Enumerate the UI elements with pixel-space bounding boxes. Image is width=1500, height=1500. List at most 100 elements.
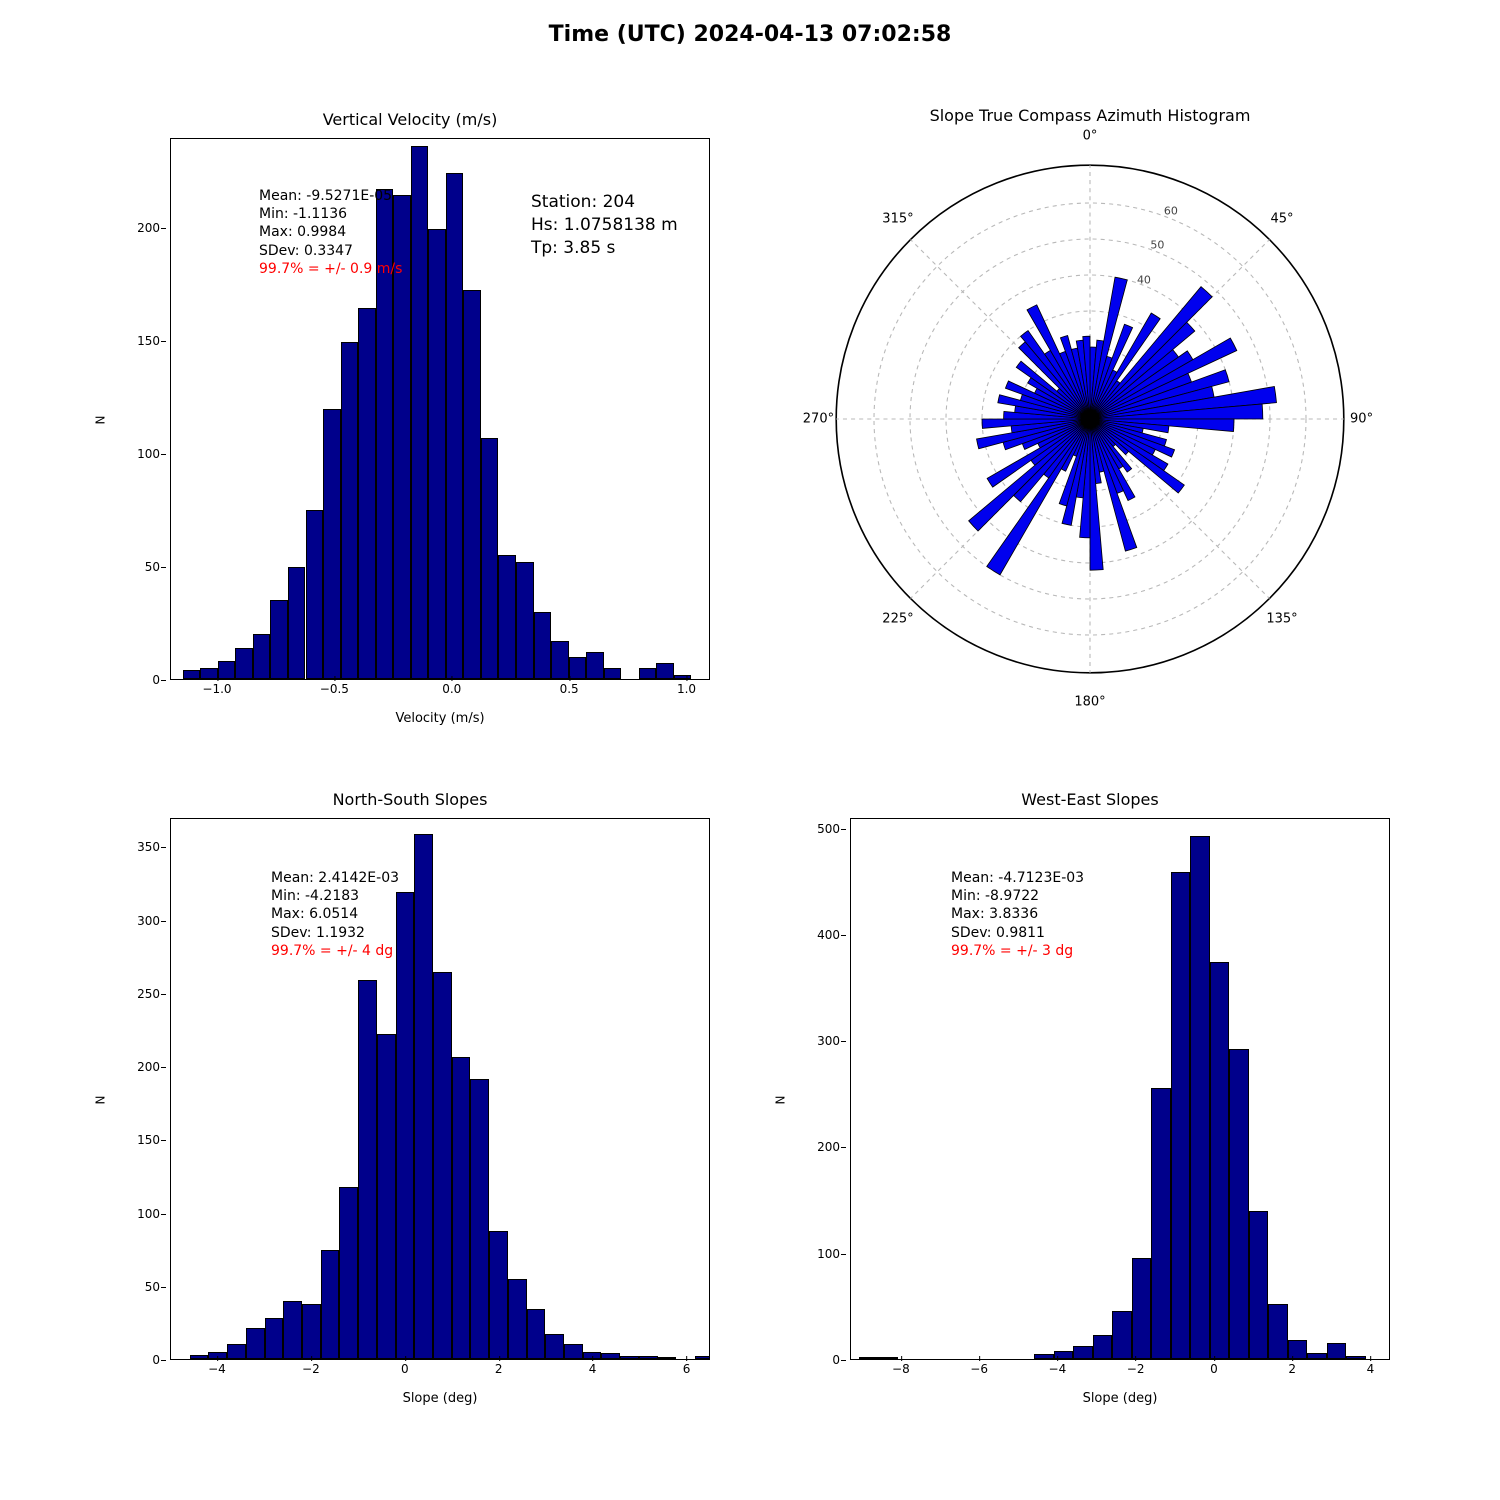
histogram-bar xyxy=(1346,1356,1365,1359)
histogram-bar xyxy=(323,409,341,679)
panel-polar-azimuth: Slope True Compass Azimuth Histogram 0°4… xyxy=(780,110,1400,730)
histogram-bar xyxy=(1229,1049,1248,1359)
histogram-bar xyxy=(564,1344,583,1359)
histogram-bar xyxy=(658,1357,677,1359)
panel-title: North-South Slopes xyxy=(100,790,720,809)
histogram-bar xyxy=(306,510,324,679)
histogram-bar xyxy=(218,661,236,679)
histogram-bar xyxy=(396,892,415,1359)
x-tick-label: −6 xyxy=(970,1362,988,1376)
polar-angle-label: 315° xyxy=(882,212,913,227)
x-tick-label: −0.5 xyxy=(320,682,349,696)
x-ticks: −4−20246 xyxy=(170,1362,710,1382)
histogram-bar xyxy=(534,612,552,680)
x-tick-label: 4 xyxy=(589,1362,597,1376)
x-axis-label: Slope (deg) xyxy=(170,1391,710,1406)
x-tick-label: 0 xyxy=(1210,1362,1218,1376)
histogram-bar xyxy=(235,648,253,680)
y-tick-label: 300 xyxy=(780,1034,840,1048)
x-tick-label: 1.0 xyxy=(677,682,696,696)
x-tick-label: 2 xyxy=(495,1362,503,1376)
y-tick-label: 250 xyxy=(100,987,160,1001)
panel-grid: Vertical Velocity (m/s) N 050100150200 M… xyxy=(100,110,1400,1410)
histogram-bar xyxy=(288,567,306,680)
histogram-bar xyxy=(586,652,604,679)
stats-text: Mean: -4.7123E-03Min: -8.9722Max: 3.8336… xyxy=(951,869,1084,960)
histogram-bar xyxy=(508,1279,527,1359)
y-ticks: 0100200300400500 xyxy=(780,818,846,1360)
panel-title: Slope True Compass Azimuth Histogram xyxy=(780,106,1400,125)
y-tick-label: 0 xyxy=(100,1353,160,1367)
y-tick-label: 50 xyxy=(100,560,160,574)
y-tick-label: 200 xyxy=(780,1140,840,1154)
y-tick-label: 100 xyxy=(100,447,160,461)
polar-angle-label: 225° xyxy=(882,611,913,626)
x-tick-label: 0 xyxy=(401,1362,409,1376)
x-tick-label: −2 xyxy=(1127,1362,1145,1376)
histogram-bar xyxy=(656,663,674,679)
histogram-bar xyxy=(639,1356,658,1359)
y-tick-label: 0 xyxy=(100,673,160,687)
histogram-bar xyxy=(190,1355,209,1359)
histogram-bar xyxy=(516,562,534,679)
panel-vertical-velocity: Vertical Velocity (m/s) N 050100150200 M… xyxy=(100,110,720,730)
histogram-bar xyxy=(183,670,201,679)
panel-title: Vertical Velocity (m/s) xyxy=(100,110,720,129)
histogram-bar xyxy=(859,1357,878,1359)
histogram-bar xyxy=(1210,962,1229,1359)
histogram-bar xyxy=(463,290,481,679)
stats-text: Mean: -9.5271E-05Min: -1.1136Max: 0.9984… xyxy=(259,187,402,278)
x-tick-label: −4 xyxy=(208,1362,226,1376)
y-tick-label: 150 xyxy=(100,334,160,348)
histogram-bar xyxy=(551,641,569,679)
histogram-bar xyxy=(1093,1335,1112,1359)
y-tick-label: 500 xyxy=(780,822,840,836)
y-tick-label: 150 xyxy=(100,1133,160,1147)
histogram-bars xyxy=(171,819,709,1359)
x-tick-label: 2 xyxy=(1288,1362,1296,1376)
histogram-bar xyxy=(1307,1353,1326,1359)
x-axis-label: Slope (deg) xyxy=(850,1391,1390,1406)
histogram-bar xyxy=(321,1250,340,1359)
panel-we-slopes: West-East Slopes N 0100200300400500 Mean… xyxy=(780,790,1400,1410)
histogram-bar xyxy=(358,980,377,1359)
polar-plot-area: 0°45°90°135°180°225°270°315°405060 xyxy=(820,138,1360,700)
histogram-bar xyxy=(1190,836,1209,1359)
histogram-bar xyxy=(1327,1343,1346,1359)
polar-rtick-label: 40 xyxy=(1137,274,1151,287)
histogram-bar xyxy=(1249,1211,1268,1359)
histogram-bar xyxy=(270,600,288,679)
histogram-bar xyxy=(674,675,692,680)
y-tick-label: 350 xyxy=(100,840,160,854)
histogram-bar xyxy=(227,1344,246,1359)
histogram-bar xyxy=(433,972,452,1359)
x-ticks: −8−6−4−2024 xyxy=(850,1362,1390,1382)
histogram-bar xyxy=(253,634,271,679)
histogram-bar xyxy=(341,342,359,680)
histogram-bar xyxy=(878,1357,897,1359)
x-ticks: −1.0−0.50.00.51.0 xyxy=(170,682,710,702)
station-info: Station: 204Hs: 1.0758138 mTp: 3.85 s xyxy=(531,191,678,260)
histogram-bar xyxy=(604,668,622,679)
histogram-bar xyxy=(1073,1346,1092,1359)
polar-angle-label: 135° xyxy=(1266,611,1297,626)
histogram-bar xyxy=(358,308,376,679)
histogram-bar xyxy=(302,1304,321,1359)
histogram-bar xyxy=(1171,872,1190,1359)
histogram-bar xyxy=(414,834,433,1359)
y-tick-label: 200 xyxy=(100,221,160,235)
polar-angle-label: 90° xyxy=(1350,412,1373,427)
histogram-bar xyxy=(545,1334,564,1359)
histogram-bar xyxy=(1288,1340,1307,1359)
x-axis-label: Velocity (m/s) xyxy=(170,711,710,726)
plot-area: Mean: 2.4142E-03Min: -4.2183Max: 6.0514S… xyxy=(170,818,710,1360)
plot-area: Mean: -9.5271E-05Min: -1.1136Max: 0.9984… xyxy=(170,138,710,680)
y-tick-label: 300 xyxy=(100,914,160,928)
histogram-bar xyxy=(411,146,429,679)
histogram-bar xyxy=(601,1353,620,1359)
x-tick-label: 6 xyxy=(683,1362,691,1376)
histogram-bar xyxy=(639,668,657,679)
histogram-bar xyxy=(470,1079,489,1359)
y-tick-label: 400 xyxy=(780,928,840,942)
panel-title: West-East Slopes xyxy=(780,790,1400,809)
